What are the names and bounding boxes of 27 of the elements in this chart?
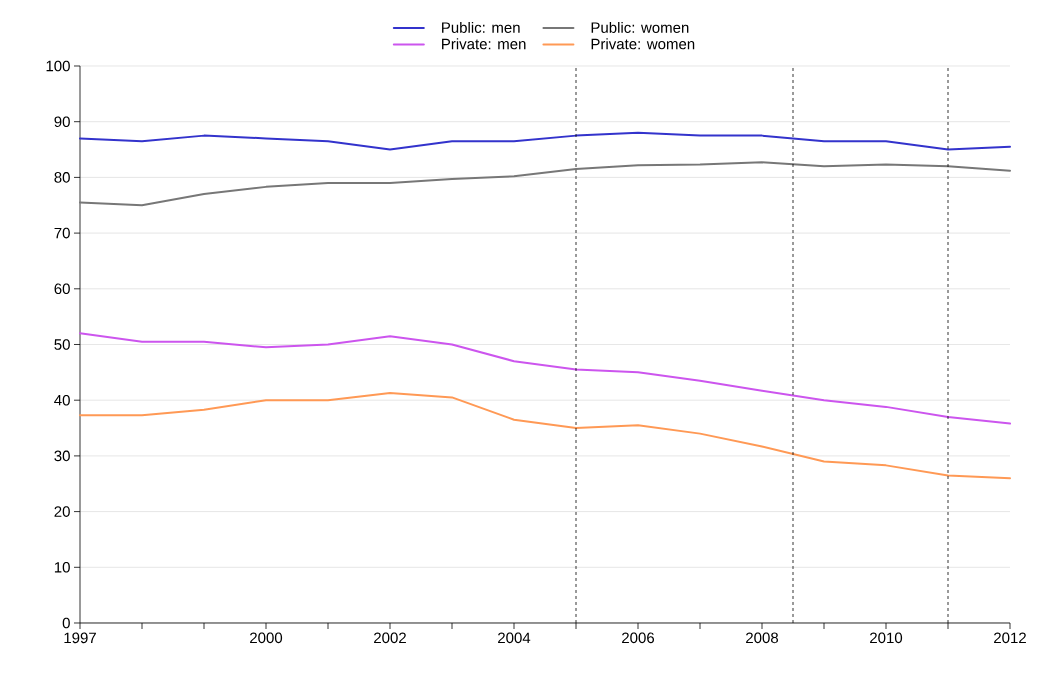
x-tick-label: 2006	[622, 632, 655, 644]
y-tick-label: 60	[54, 283, 70, 295]
y-tick-label: 0	[62, 617, 70, 629]
legend-label: Public: women	[591, 21, 689, 33]
y-tick-label: 20	[54, 506, 70, 517]
y-tick-label: 90	[54, 116, 70, 127]
y-tick-label: 80	[54, 172, 70, 183]
line-series	[79, 161, 1012, 207]
x-tick-label: 2000	[250, 632, 283, 644]
y-tick-label: 30	[54, 450, 70, 462]
line-series	[79, 131, 1012, 151]
legend-label: Public: men	[442, 21, 520, 33]
x-tick-label: 1997	[64, 632, 96, 644]
y-tick-label: 70	[54, 227, 70, 239]
x-tick-label: 2008	[746, 632, 779, 644]
line-series	[79, 391, 1012, 480]
y-tick-label: 40	[54, 394, 70, 406]
line-series	[79, 332, 1012, 425]
y-tick-label: 50	[54, 339, 70, 350]
legend-label: Private: women	[591, 38, 695, 50]
x-tick-label: 2010	[870, 632, 903, 644]
x-tick-label: 2004	[498, 632, 531, 644]
y-tick-label: 100	[46, 60, 70, 72]
x-tick-label: 2002	[374, 632, 406, 644]
legend-label: Private: men	[442, 38, 526, 50]
y-tick-label: 10	[54, 561, 70, 573]
x-tick-label: 2012	[994, 632, 1026, 644]
